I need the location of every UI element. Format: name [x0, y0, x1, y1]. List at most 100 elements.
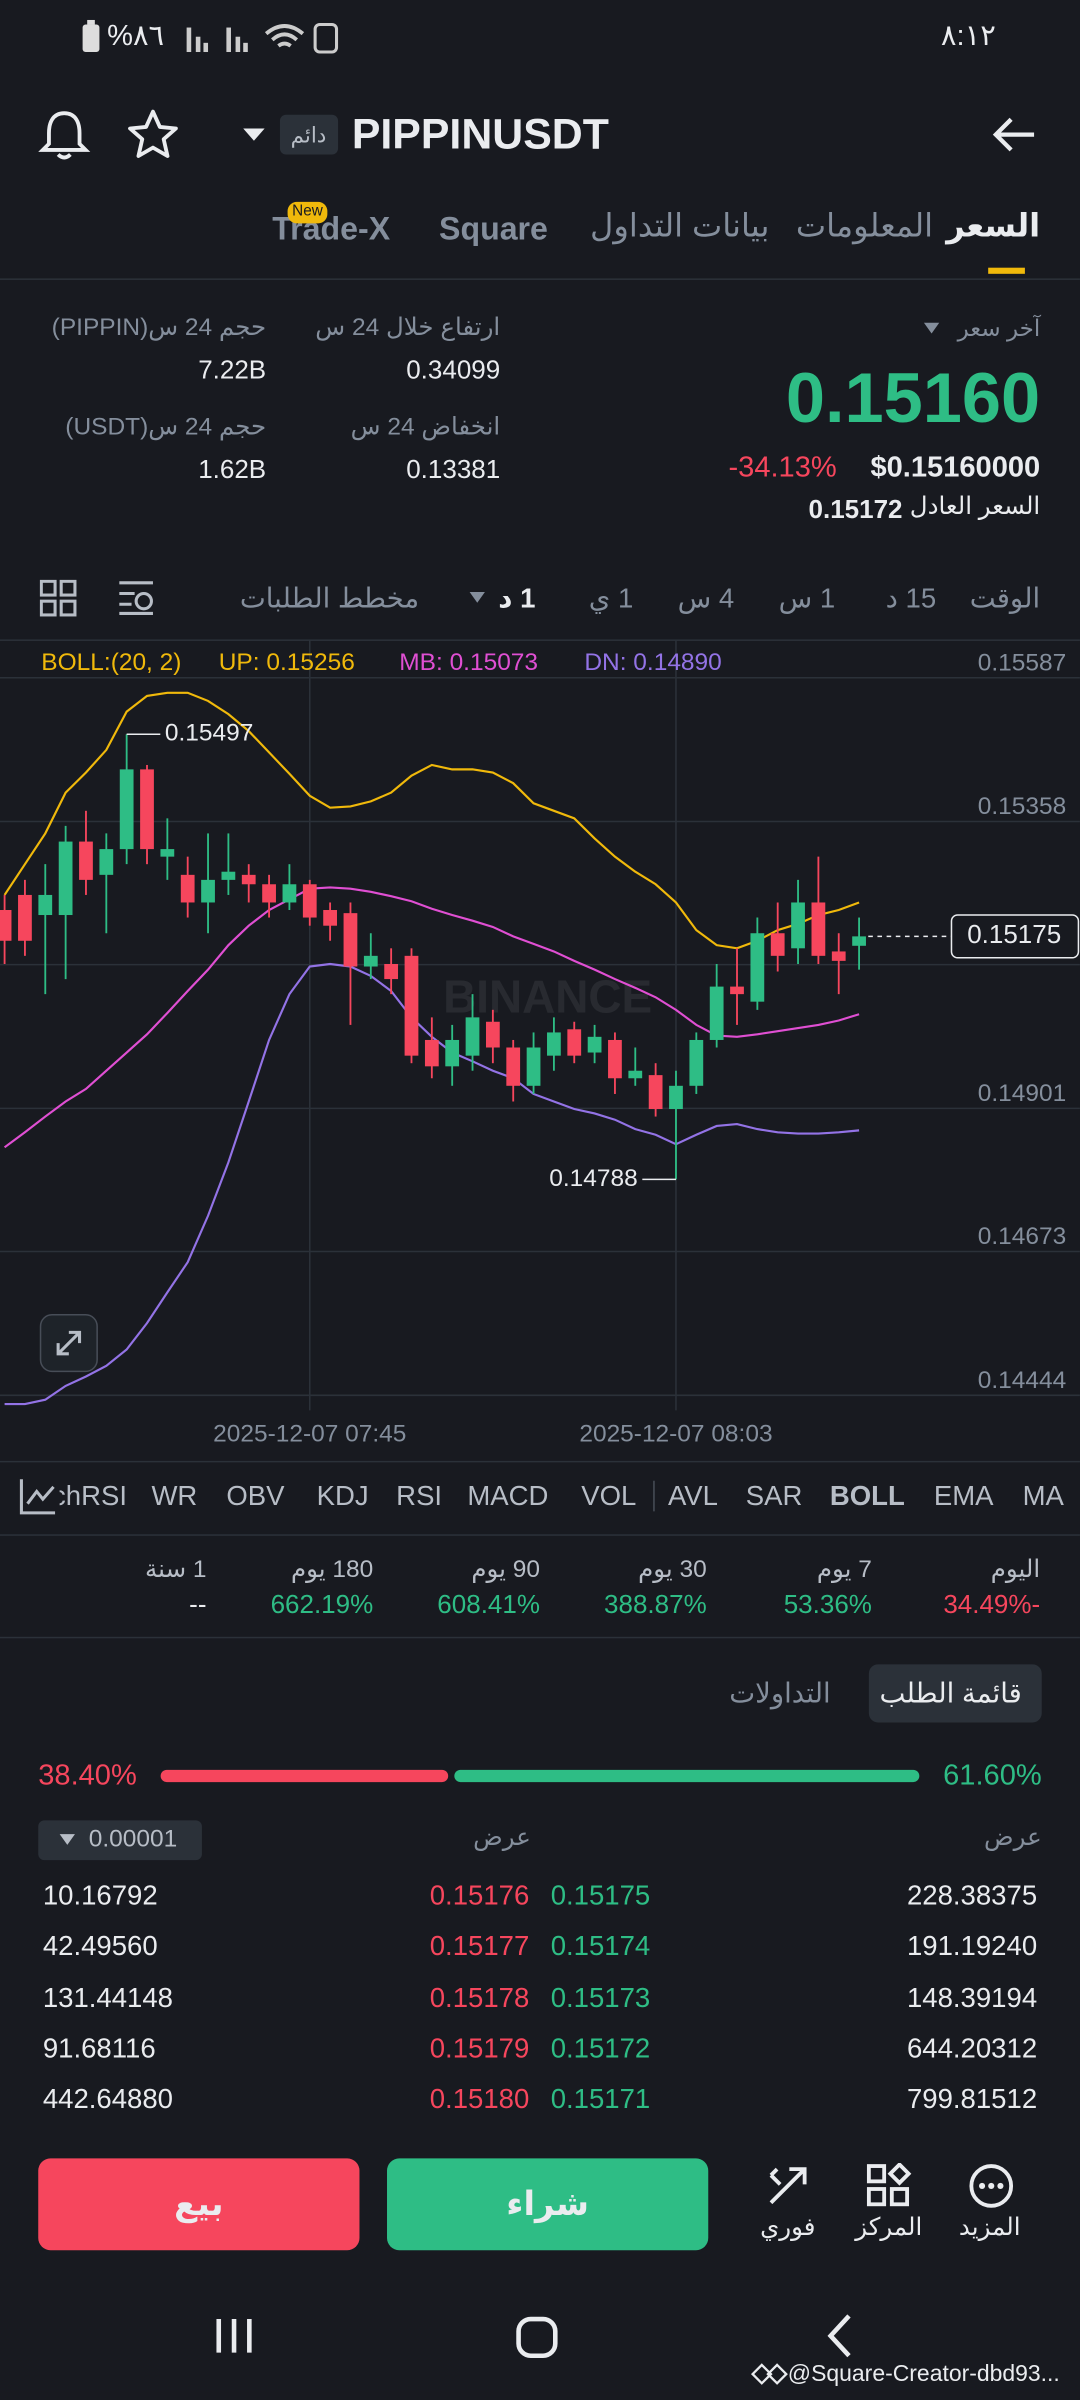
candle-body — [526, 1047, 541, 1086]
chart-icon[interactable] — [18, 1476, 58, 1516]
indicator-tab[interactable]: MACD — [467, 1480, 549, 1512]
bid-price: 0.15174 — [550, 1930, 651, 1962]
settings-icon[interactable] — [116, 578, 159, 618]
buy-button[interactable] — [387, 2158, 709, 2251]
ask-price: 0.15179 — [429, 2032, 530, 2064]
candle-body — [852, 936, 866, 946]
interval[interactable]: 1 د — [498, 582, 536, 614]
indicator-tab[interactable]: VOL — [581, 1480, 637, 1512]
indicator-tab[interactable]: MA — [1022, 1480, 1064, 1512]
symbol[interactable]: PIPPINUSDT — [351, 110, 609, 158]
candle-body — [750, 933, 765, 1002]
candle-body — [424, 1039, 439, 1067]
bid-quantity: 228.38375 — [906, 1880, 1038, 1911]
indicator-tab[interactable]: EMA — [933, 1480, 994, 1512]
bid-header: عرض — [984, 1824, 1042, 1851]
layout-icon[interactable] — [39, 579, 77, 617]
candle-body — [608, 1039, 622, 1079]
bell-icon[interactable] — [37, 107, 92, 162]
candle-body — [18, 894, 32, 941]
interval[interactable]: 1 ي — [588, 582, 634, 614]
indicator-tab[interactable]: OBV — [226, 1480, 285, 1512]
instant-icon[interactable] — [765, 2163, 811, 2209]
bid-quantity: 644.20312 — [906, 2032, 1038, 2064]
indicator-dn: DN: 0.14890 — [584, 650, 722, 677]
back-icon[interactable] — [991, 113, 1037, 156]
interval[interactable]: 1 س — [778, 582, 836, 614]
battery-icon — [82, 19, 100, 53]
indicator-tab[interactable]: WR — [151, 1480, 198, 1512]
performance-value: 608.41% — [437, 1590, 540, 1620]
interval[interactable]: 15 د — [885, 582, 937, 614]
last-price-tag — [950, 914, 1080, 959]
performance-value: 662.19% — [270, 1590, 374, 1620]
ask-quantity: 442.64880 — [42, 2083, 173, 2115]
bid-price: 0.15173 — [550, 1981, 651, 2013]
trades-tab[interactable]: التداولات — [729, 1678, 831, 1709]
indicator-up: UP: 0.15256 — [218, 650, 355, 677]
last-price: 0.15160 — [785, 357, 1041, 438]
bid-price: 0.15175 — [550, 1880, 651, 1911]
candle-body — [485, 1021, 500, 1048]
y-tick-label: 0.15587 — [978, 649, 1066, 676]
tab[interactable]: السعر — [946, 208, 1041, 244]
expand-button[interactable] — [39, 1314, 98, 1373]
bid-price: 0.15172 — [550, 2032, 651, 2064]
y-tick-label: 0.14673 — [978, 1223, 1066, 1250]
sell-button[interactable] — [38, 2158, 360, 2251]
more-icon[interactable] — [967, 2161, 1016, 2210]
bid-quantity: 799.81512 — [906, 2083, 1038, 2115]
usd-price: $0.15160000 — [870, 452, 1041, 485]
ask-price: 0.15176 — [429, 1880, 530, 1911]
ask-price: 0.15180 — [429, 2083, 530, 2115]
order-book-tab[interactable]: قائمة الطلب — [879, 1678, 1022, 1709]
fair-price: 0.15172 — [808, 494, 903, 524]
candle-body — [343, 913, 358, 967]
performance-label: اليوم — [990, 1557, 1041, 1584]
nav-bar — [216, 2314, 851, 2385]
indicator-tab[interactable]: SAR — [745, 1480, 803, 1512]
stat-label: حجم 24 س(USDT) — [65, 414, 267, 441]
performance-label: 7 يوم — [816, 1557, 872, 1584]
tab[interactable]: المعلومات — [795, 208, 934, 244]
divider — [0, 278, 1080, 280]
candle-body — [363, 955, 378, 967]
last-price-label[interactable]: آخر سعر — [957, 315, 1041, 342]
performance-label: 180 يوم — [290, 1557, 374, 1584]
y-tick-label: 0.15358 — [978, 793, 1066, 820]
indicator-tab[interactable]: StochRSI — [10, 1480, 128, 1512]
dropdown-icon[interactable] — [242, 125, 266, 143]
indicator-tab[interactable]: KDJ — [316, 1480, 369, 1512]
candle-body — [384, 964, 399, 980]
candle-body — [730, 986, 744, 995]
y-tick-label: 0.14901 — [978, 1080, 1066, 1107]
candle-body — [201, 879, 215, 903]
shortcut-label: المزيد — [958, 2215, 1021, 2242]
tab-background — [868, 1664, 1042, 1723]
bid-quantity: 191.19240 — [906, 1930, 1038, 1962]
ask-price: 0.15177 — [429, 1930, 530, 1962]
low-label: 0.14788 — [549, 1165, 637, 1192]
stat-value: 0.13381 — [406, 455, 501, 485]
candle-body — [119, 769, 134, 850]
interval[interactable]: الوقت — [969, 582, 1041, 614]
candlestick-chart: 0.144440.146730.149010.151300.153580.155… — [0, 639, 1080, 1447]
position-icon[interactable] — [866, 2162, 912, 2209]
star-icon[interactable] — [125, 107, 180, 162]
performance-label: 90 يوم — [471, 1557, 540, 1584]
indicator-tab[interactable]: AVL — [667, 1480, 718, 1512]
indicator-tab[interactable]: BOLL — [829, 1480, 905, 1512]
interval[interactable]: مخطط الطلبات — [239, 582, 420, 614]
candle-body — [241, 874, 256, 885]
tab[interactable]: بيانات التداول — [590, 208, 770, 244]
performance-label: 30 يوم — [638, 1557, 707, 1584]
indicator-tab[interactable]: RSI — [396, 1480, 443, 1512]
battery-level: %٨٦ — [107, 20, 165, 53]
shortcut-label: فوري — [760, 2215, 816, 2242]
price-change: -34.13% — [728, 452, 837, 485]
candle-body — [587, 1036, 602, 1053]
interval[interactable]: 4 س — [677, 582, 735, 614]
tab[interactable]: Square — [439, 211, 548, 248]
